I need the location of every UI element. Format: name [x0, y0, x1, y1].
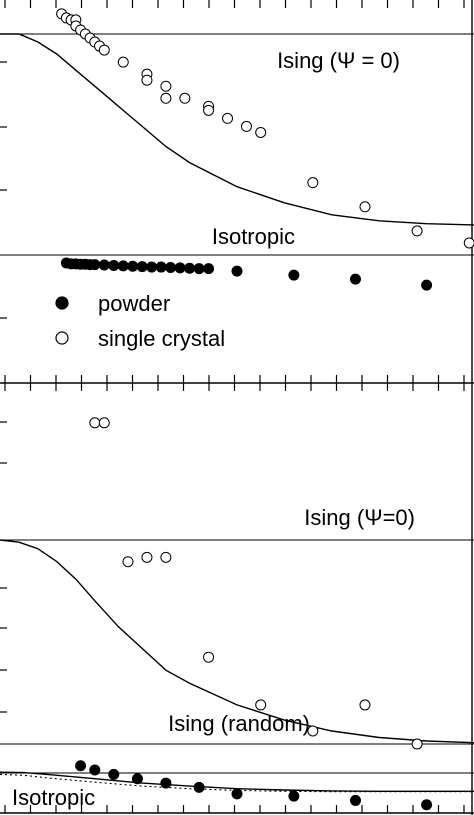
single-crystal-point	[203, 104, 215, 116]
powder-point	[160, 777, 172, 789]
legend-marker-powder	[55, 296, 69, 310]
model-curve	[0, 771, 474, 792]
single-crystal-point	[307, 177, 319, 189]
powder-point	[421, 279, 433, 291]
single-crystal-point	[89, 417, 101, 429]
powder-point	[146, 261, 158, 273]
powder-point	[193, 263, 205, 275]
legend: powder single crystal	[55, 291, 225, 351]
single-crystal-point	[307, 725, 319, 737]
legend-marker-single-crystal	[55, 331, 69, 345]
powder-point	[184, 262, 196, 274]
powder-point	[421, 799, 433, 811]
powder-point	[89, 259, 101, 271]
single-crystal-point	[141, 551, 153, 563]
single-crystal-point	[98, 44, 110, 56]
panel-bottom: Ising (Ψ=0) Ising (random) Isotropic	[0, 383, 474, 815]
powder-point	[75, 760, 87, 772]
powder-point	[108, 768, 120, 780]
powder-point	[288, 790, 300, 802]
single-crystal-point	[160, 551, 172, 563]
legend-label: single crystal	[98, 326, 225, 351]
reference-line-label: Isotropic	[12, 785, 95, 810]
powder-point	[174, 262, 186, 274]
single-crystal-point	[255, 126, 267, 138]
single-crystal-point	[203, 651, 215, 663]
model-curve	[0, 539, 474, 744]
single-crystal-point	[222, 112, 234, 124]
reference-line-label: Isotropic	[212, 224, 295, 249]
single-crystal-point	[117, 56, 129, 68]
powder-point	[131, 773, 143, 785]
single-crystal-point	[411, 225, 423, 237]
single-crystal-point	[359, 699, 371, 711]
powder-point	[136, 261, 148, 273]
single-crystal-point	[240, 120, 252, 132]
single-crystal-point	[141, 74, 153, 86]
single-crystal-point	[359, 201, 371, 213]
single-crystal-point	[160, 80, 172, 92]
powder-point	[155, 261, 167, 273]
panel-top: Ising (Ψ = 0) Isotropic powder single cryst…	[0, 0, 474, 384]
powder-point	[108, 259, 120, 271]
powder-point	[98, 259, 110, 271]
powder-point	[288, 269, 300, 281]
reference-line-label: Ising (Ψ=0)	[304, 505, 415, 530]
legend-label: powder	[98, 291, 170, 316]
powder-point	[165, 261, 177, 273]
single-crystal-point	[122, 556, 134, 568]
powder-point	[350, 273, 361, 285]
reference-line-label: Ising (random)	[168, 711, 310, 736]
powder-point	[231, 788, 243, 800]
single-crystal-point	[160, 92, 172, 104]
model-curve	[0, 33, 474, 226]
reference-line-label: Ising (Ψ = 0)	[277, 48, 400, 73]
powder-point	[203, 263, 215, 275]
single-crystal-point	[463, 237, 474, 249]
powder-point	[350, 794, 361, 806]
single-crystal-point	[411, 738, 423, 750]
powder-point	[127, 260, 139, 272]
single-crystal-point	[255, 699, 267, 711]
powder-point	[89, 764, 101, 776]
powder-point	[193, 781, 205, 793]
single-crystal-point	[179, 92, 191, 104]
powder-point	[117, 260, 129, 272]
powder-point	[231, 265, 243, 277]
single-crystal-point	[98, 417, 110, 429]
